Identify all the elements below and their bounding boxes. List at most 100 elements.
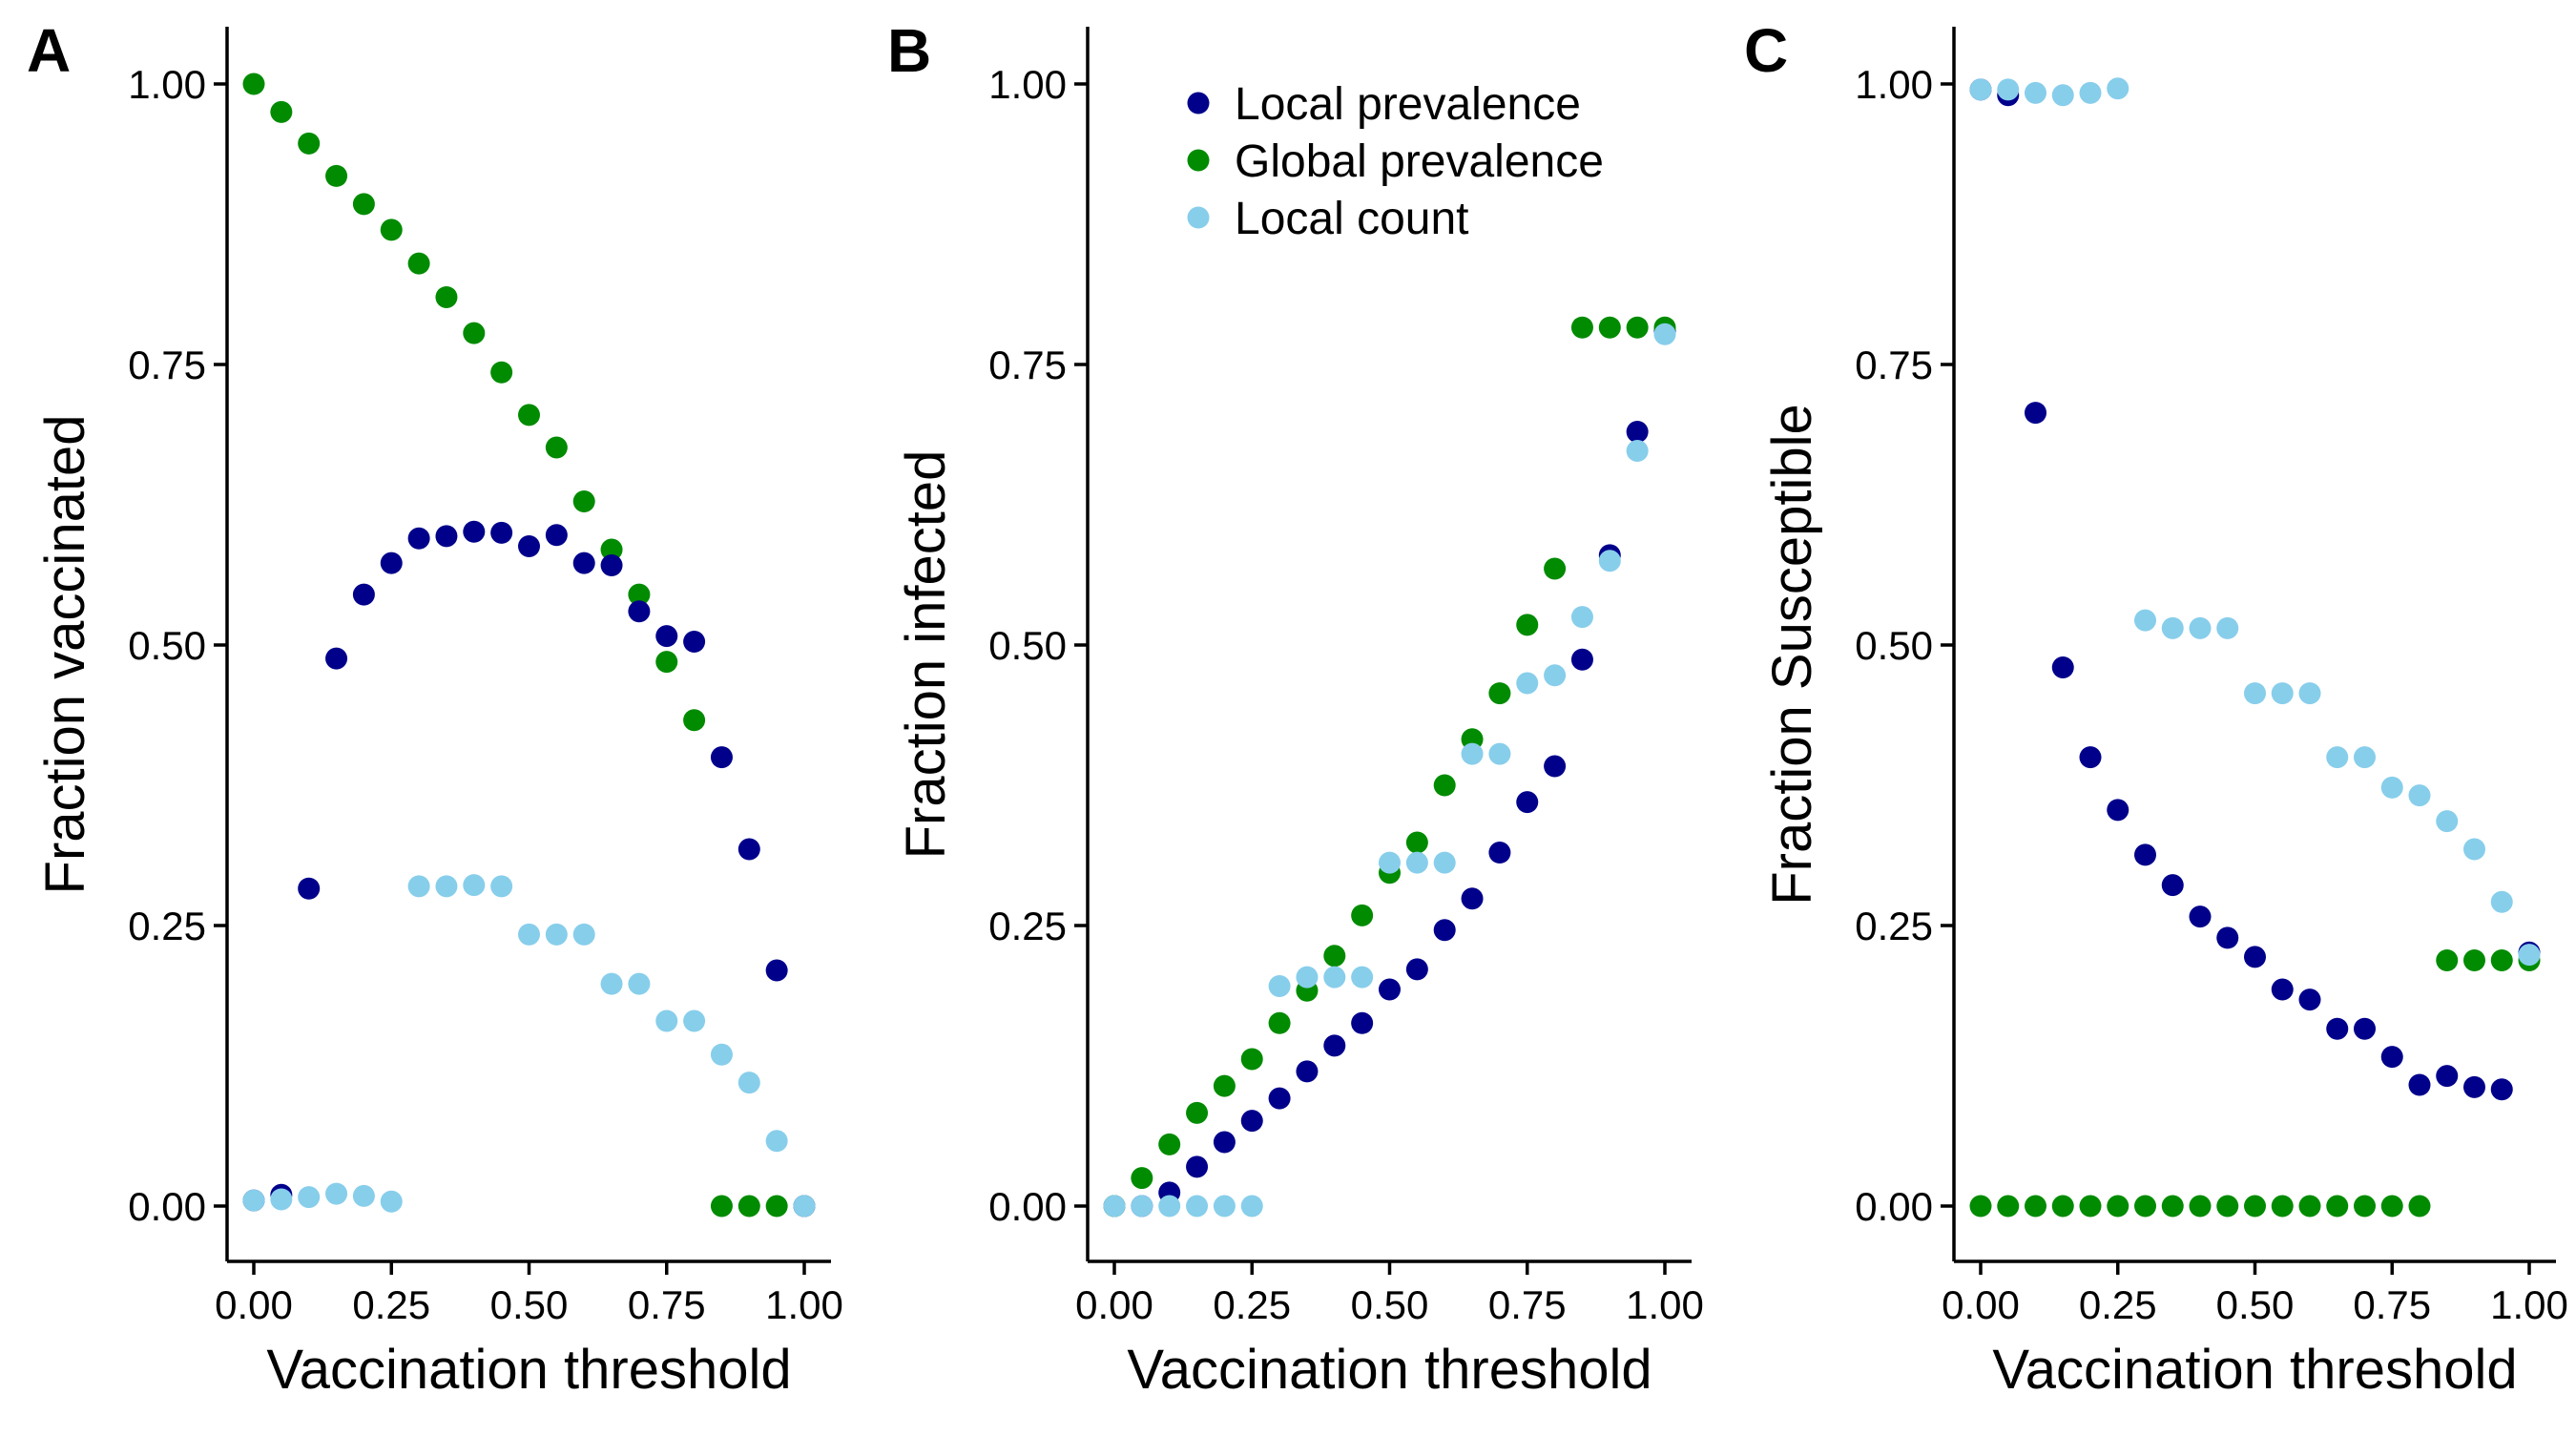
data-point [325,164,348,187]
series-local-count [242,874,816,1217]
data-point [1268,1011,1291,1034]
data-point [2189,616,2212,639]
data-point [490,875,513,898]
data-point [1186,1195,1209,1217]
data-point [655,1009,678,1032]
data-point [655,625,678,648]
data-point [1997,1195,2020,1217]
data-point [2380,776,2403,799]
data-point [435,285,458,308]
x-tick-label: 0.50 [2216,1282,2295,1327]
data-point [710,1195,733,1217]
data-point [2408,1073,2431,1096]
x-axis-title: Vaccination threshold [1992,1339,2517,1401]
data-point [407,527,430,550]
data-point [2025,402,2046,425]
y-tick-label: 1.00 [1855,62,1933,107]
data-point [2244,682,2266,705]
data-point [2079,746,2102,769]
data-point [1626,421,1649,444]
data-point [1240,1195,1263,1217]
y-tick-label: 0.75 [1855,343,1933,387]
data-point [463,322,486,344]
y-tick-label: 0.25 [128,904,206,948]
data-point [2134,1195,2156,1217]
data-point [1969,1195,1992,1217]
data-point [2298,989,2321,1011]
data-point [1626,316,1649,339]
data-point [710,1043,733,1066]
data-point [1488,682,1511,705]
data-point [2436,1065,2459,1088]
series-local-prevalence [242,520,816,1217]
data-point [1570,316,1593,339]
data-point [1969,78,1992,101]
y-tick-label: 0.50 [988,623,1067,668]
data-point [298,1186,321,1209]
data-point [628,583,651,606]
data-point [352,1184,375,1207]
data-point [2298,1195,2321,1217]
panel-letter: B [887,16,931,85]
series-global-prevalence [1969,948,2541,1217]
legend: Local prevalence Global prevalence Local c… [1187,79,1604,244]
data-point [1433,774,1456,797]
data-point [655,651,678,674]
data-point [352,193,375,216]
data-point [2161,874,2184,897]
data-point [380,219,403,241]
data-point [1544,664,1567,687]
series-local-count [1969,77,2541,967]
data-point [242,73,265,95]
data-point [2436,810,2459,833]
data-point [1323,966,1346,989]
data-point [683,1009,706,1032]
data-point [2326,746,2349,769]
data-point [1296,966,1319,989]
data-point [325,1182,348,1205]
data-point [1379,851,1401,874]
data-point [2463,838,2485,861]
data-point [2079,81,2102,104]
data-point [2436,948,2459,971]
y-tick-label: 0.50 [1855,623,1933,668]
data-point [2025,81,2046,104]
data-point [1131,1167,1153,1190]
data-point [2271,978,2294,1001]
x-tick-label: 0.50 [490,1282,569,1327]
data-point [1626,440,1649,463]
x-tick-label: 0.00 [215,1282,293,1327]
data-point [1240,1048,1263,1071]
data-point [793,1195,816,1217]
data-point [2079,1195,2102,1217]
y-tick-label: 0.00 [128,1184,206,1229]
y-tick-label: 0.75 [988,343,1067,387]
panel-b: 0.00 0.25 0.50 0.75 1.00 0.00 0.25 0.50 0.75 1.00… [887,16,1704,1401]
data-point [683,630,706,653]
data-point [1268,975,1291,998]
data-point [572,552,595,574]
series-global-prevalence [242,73,816,1217]
series-global-prevalence [1103,316,1676,1217]
data-point [298,132,321,155]
series-local-count [1103,323,1676,1217]
data-point [2463,1075,2485,1098]
data-point [2408,1195,2431,1217]
data-point [545,524,568,547]
data-point [352,583,375,606]
data-point [2051,1195,2074,1217]
data-point [2408,784,2431,807]
data-point [737,1195,760,1217]
data-point [2189,1195,2212,1217]
data-point [2354,746,2376,769]
data-point [1653,323,1676,345]
x-tick-label: 0.00 [1075,1282,1153,1327]
x-tick-label: 0.25 [352,1282,430,1327]
data-point [600,972,623,995]
panel-a: 0.00 0.25 0.50 0.75 1.00 0.00 0.25 0.50 0.75 1.00… [27,16,843,1401]
x-axis-title: Vaccination threshold [1127,1339,1652,1401]
data-point [765,1195,788,1217]
data-point [2216,616,2239,639]
series-local-prevalence [1103,320,1676,1217]
y-tick-label: 0.75 [128,343,206,387]
